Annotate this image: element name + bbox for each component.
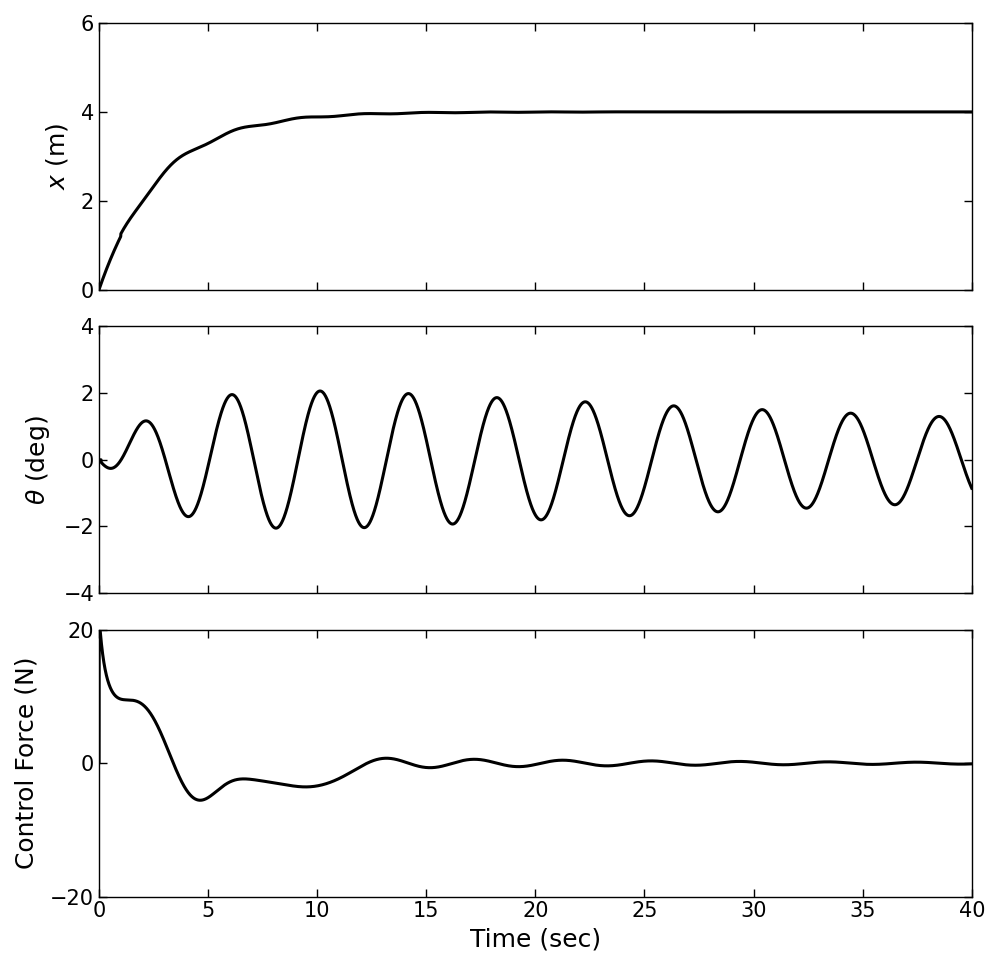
Y-axis label: $x$ (m): $x$ (m) bbox=[44, 123, 70, 190]
Y-axis label: $\theta$ (deg): $\theta$ (deg) bbox=[24, 415, 52, 504]
X-axis label: Time (sec): Time (sec) bbox=[470, 927, 601, 951]
Y-axis label: Control Force (N): Control Force (N) bbox=[15, 657, 39, 869]
